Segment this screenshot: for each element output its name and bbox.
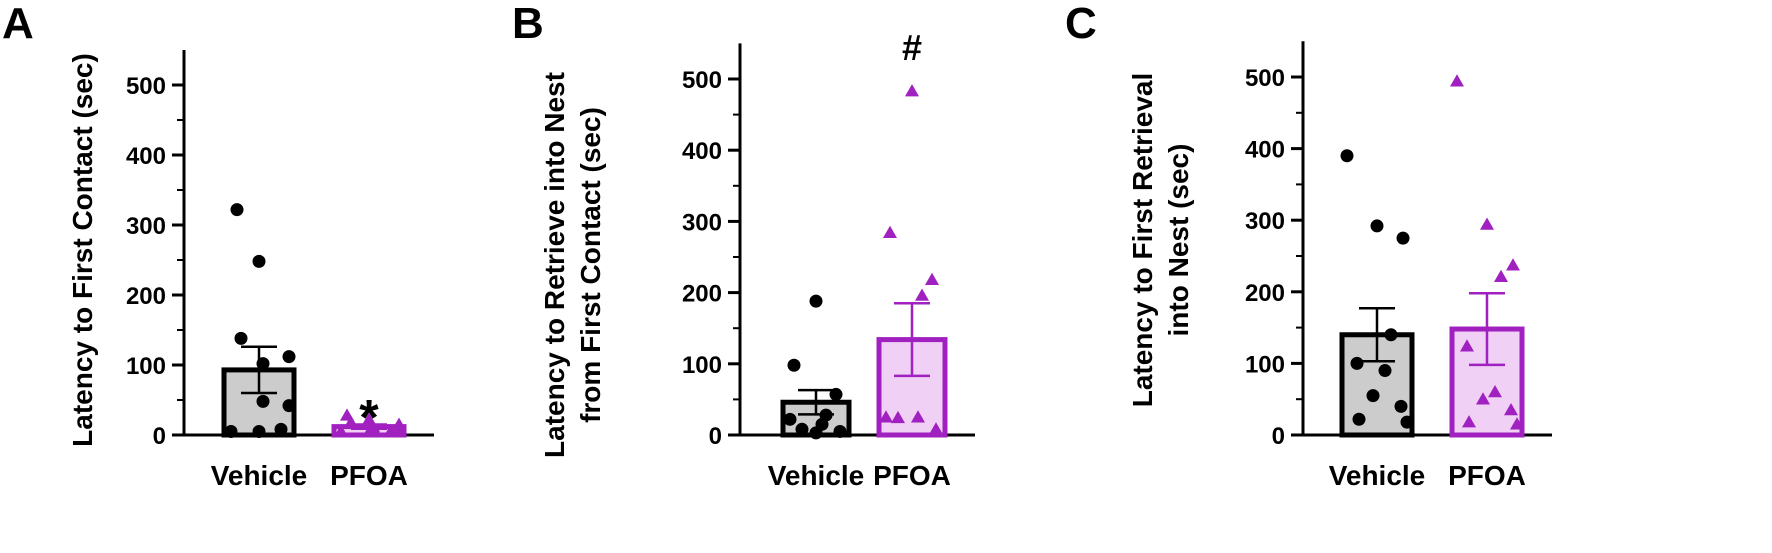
significance-marker: #	[902, 27, 922, 68]
y-tick-label: 500	[682, 67, 722, 94]
panel-c: C Latency to First Retrieval into Nest (se…	[1065, 0, 1552, 491]
data-point	[1340, 149, 1354, 163]
data-point	[795, 422, 809, 436]
panel-letter: A	[2, 0, 34, 48]
y-tick-label: 0	[709, 423, 722, 450]
data-point	[230, 203, 244, 217]
data-point	[783, 412, 797, 426]
data-point	[1384, 328, 1398, 342]
y-tick-label: 100	[682, 352, 722, 379]
data-point	[879, 410, 893, 423]
data-point	[809, 294, 823, 308]
y-tick-label: 200	[126, 283, 166, 310]
data-point	[1506, 258, 1520, 271]
category-label: PFOA	[330, 460, 408, 491]
data-point	[1510, 417, 1524, 430]
data-point	[224, 425, 238, 438]
data-point	[1460, 339, 1474, 352]
data-point	[883, 225, 897, 239]
data-point	[915, 288, 929, 301]
data-point	[1488, 385, 1502, 398]
data-point	[1476, 392, 1490, 405]
data-point	[1394, 399, 1408, 413]
y-axis-label: from First Contact (sec)	[575, 107, 606, 423]
data-point	[392, 422, 406, 435]
data-point	[274, 422, 288, 436]
y-tick-label: 400	[682, 138, 722, 165]
y-tick-label: 200	[1245, 280, 1285, 307]
data-point	[252, 425, 266, 438]
y-tick-label: 300	[1245, 208, 1285, 235]
data-point	[905, 84, 919, 97]
data-point	[1494, 269, 1508, 283]
data-point	[833, 424, 847, 438]
data-point	[787, 358, 801, 372]
data-point	[1400, 415, 1414, 429]
data-point	[234, 331, 248, 345]
data-point	[1504, 402, 1518, 416]
y-tick-label: 100	[1245, 351, 1285, 378]
y-tick-label: 0	[1272, 423, 1285, 450]
y-axis-label: Latency to First Contact (sec)	[67, 53, 98, 447]
data-point	[1450, 74, 1464, 87]
data-point	[334, 424, 348, 437]
data-point	[252, 254, 266, 268]
data-point	[256, 394, 270, 408]
y-tick-label: 300	[682, 209, 722, 236]
category-label: Vehicle	[768, 460, 865, 491]
data-point	[911, 410, 925, 423]
data-point	[1352, 412, 1366, 426]
data-point	[282, 399, 296, 413]
category-label: PFOA	[1448, 460, 1526, 491]
data-point	[1350, 356, 1364, 370]
data-point	[1462, 415, 1476, 428]
y-tick-label: 500	[1245, 65, 1285, 92]
panel-letter: C	[1065, 0, 1097, 48]
y-tick-label: 100	[126, 353, 166, 380]
y-tick-label: 500	[126, 73, 166, 100]
y-tick-label: 0	[153, 423, 166, 450]
data-point	[925, 272, 939, 286]
panel-a: A Latency to First Contact (sec) 0 100 200 30…	[2, 0, 434, 491]
data-point	[362, 425, 376, 438]
data-point	[1480, 217, 1494, 230]
significance-marker: *	[359, 390, 379, 446]
data-point	[809, 426, 823, 440]
data-point	[1370, 219, 1384, 233]
data-point	[891, 410, 905, 424]
data-point	[1378, 364, 1392, 378]
panel-b: B Latency to Retrieve into Nest from First…	[512, 0, 975, 491]
data-point	[384, 423, 398, 437]
y-tick-label: 200	[682, 281, 722, 308]
category-label: Vehicle	[211, 460, 308, 491]
y-tick-label: 300	[126, 213, 166, 240]
y-axis-label: Latency to Retrieve into Nest	[539, 72, 570, 458]
y-axis-label: into Nest (sec)	[1163, 144, 1194, 337]
category-label: Vehicle	[1329, 460, 1426, 491]
category-label: PFOA	[873, 460, 951, 491]
y-tick-label: 400	[1245, 137, 1285, 164]
data-point	[1396, 231, 1410, 245]
panel-letter: B	[512, 0, 544, 48]
y-tick-label: 400	[126, 143, 166, 170]
data-point	[929, 422, 943, 435]
data-point	[1366, 389, 1380, 403]
data-point	[282, 350, 296, 364]
y-axis-label: Latency to First Retrieval	[1127, 73, 1158, 408]
